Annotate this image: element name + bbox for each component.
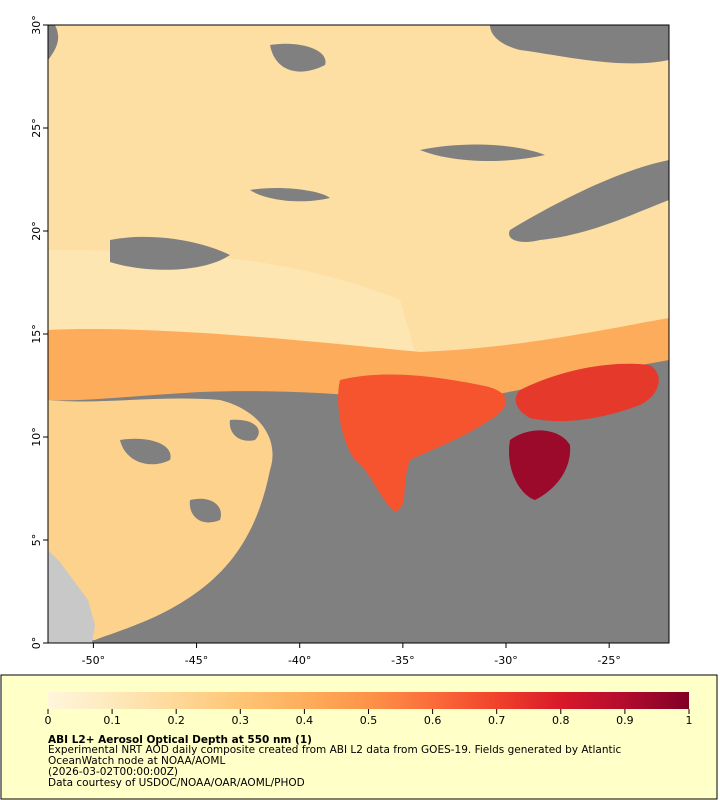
aerosol-field (48, 398, 273, 643)
caption-line: (2026-03-02T00:00:00Z) (48, 766, 178, 778)
aerosol-field (509, 430, 571, 500)
caption-title: ABI L2+ Aerosol Optical Depth at 550 nm … (48, 734, 312, 746)
aerosol-field (338, 374, 507, 512)
caption-line: Data courtesy of USDOC/NOAA/OAR/AOML/PHO… (48, 777, 305, 789)
x-tick-label: -40° (288, 654, 311, 667)
colorbar-tick-label: 0.7 (488, 714, 506, 727)
colorbar (48, 692, 689, 709)
caption-line: OceanWatch node at NOAA/AOML (48, 755, 225, 767)
x-tick-label: -50° (82, 654, 105, 667)
colorbar-tick-label: 0.5 (360, 714, 378, 727)
colorbar-tick-label: 0.4 (296, 714, 314, 727)
colorbar-tick-label: 1 (686, 714, 693, 727)
y-tick-label: 10° (30, 427, 43, 447)
cloud-gap (48, 25, 669, 270)
colorbar-tick-label: 0.1 (103, 714, 121, 727)
caption-line: Experimental NRT AOD daily composite cre… (48, 744, 622, 756)
colorbar-tick-label: 0.2 (167, 714, 185, 727)
land (48, 550, 95, 643)
map (47, 24, 670, 644)
x-tick-label: -35° (391, 654, 414, 667)
colorbar-tick-label: 0.9 (616, 714, 634, 727)
x-tick-label: -45° (185, 654, 208, 667)
y-tick-label: 20° (30, 221, 43, 241)
x-tick-label: -30° (494, 654, 517, 667)
y-tick-label: 15° (30, 324, 43, 344)
aerosol-field (48, 25, 669, 368)
y-tick-label: 30° (30, 15, 43, 35)
y-tick-label: 25° (30, 118, 43, 138)
colorbar-tick-label: 0 (45, 714, 52, 727)
x-tick-label: -25° (597, 654, 620, 667)
y-tick-label: 0° (30, 637, 43, 650)
colorbar-tick-label: 0.3 (232, 714, 250, 727)
cloud-gap (120, 419, 259, 523)
colorbar-tick-label: 0.8 (552, 714, 570, 727)
aerosol-field (48, 318, 669, 402)
y-tick-label: 5° (30, 534, 43, 547)
colorbar-tick-label: 0.6 (424, 714, 442, 727)
aerosol-field (515, 363, 659, 422)
